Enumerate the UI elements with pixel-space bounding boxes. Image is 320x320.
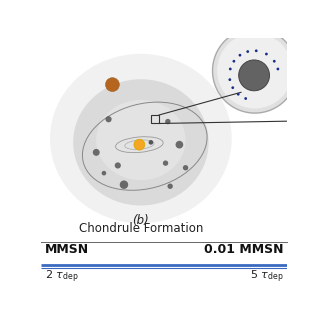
Circle shape — [276, 68, 279, 70]
Circle shape — [167, 184, 173, 189]
Circle shape — [148, 140, 153, 145]
Circle shape — [134, 139, 145, 150]
Circle shape — [233, 60, 235, 63]
Text: (b): (b) — [132, 214, 149, 227]
Text: 0.01 MMSN: 0.01 MMSN — [204, 243, 283, 256]
Circle shape — [217, 33, 292, 108]
Circle shape — [212, 28, 297, 113]
Circle shape — [163, 160, 168, 166]
Text: 2 $\tau_{\mathregular{dep}}$: 2 $\tau_{\mathregular{dep}}$ — [45, 269, 78, 285]
Bar — [150, 115, 159, 124]
Circle shape — [231, 86, 234, 89]
Circle shape — [176, 141, 183, 148]
Circle shape — [229, 68, 232, 70]
Ellipse shape — [50, 54, 232, 223]
Circle shape — [255, 49, 258, 52]
Circle shape — [265, 52, 268, 55]
Circle shape — [183, 165, 188, 171]
Text: Chondrule Formation: Chondrule Formation — [79, 222, 203, 235]
Circle shape — [239, 60, 269, 91]
Circle shape — [106, 78, 119, 92]
Circle shape — [244, 97, 247, 100]
Circle shape — [115, 162, 121, 169]
Circle shape — [273, 60, 276, 63]
Circle shape — [102, 171, 106, 175]
Circle shape — [93, 149, 100, 156]
Circle shape — [120, 180, 128, 189]
Ellipse shape — [96, 100, 186, 180]
Circle shape — [246, 50, 249, 53]
Circle shape — [239, 54, 241, 57]
Circle shape — [165, 119, 171, 124]
Circle shape — [228, 78, 231, 81]
Ellipse shape — [73, 79, 209, 205]
Text: MMSN: MMSN — [45, 243, 89, 256]
Circle shape — [106, 116, 112, 122]
Circle shape — [237, 93, 240, 96]
Text: 5 $\tau_{\mathregular{dep}}$: 5 $\tau_{\mathregular{dep}}$ — [250, 269, 283, 285]
